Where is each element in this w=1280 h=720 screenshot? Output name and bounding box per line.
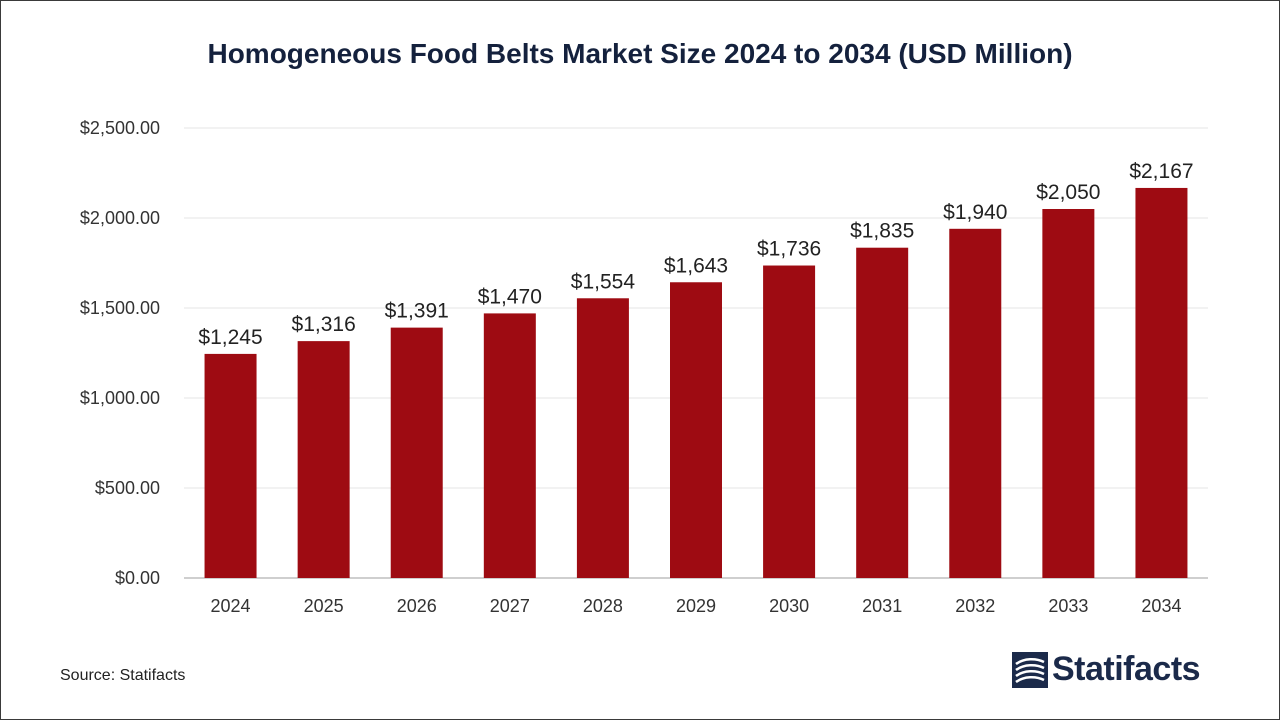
statifacts-logo-icon [1012,651,1048,688]
data-label: $1,316 [292,313,356,336]
source-note: Source: Statifacts [60,667,186,684]
x-tick-label: 2027 [490,596,530,616]
data-label: $2,050 [1036,181,1100,204]
x-tick-label: 2033 [1048,596,1088,616]
bar [576,298,629,578]
logo-text: Statifacts [1052,650,1201,688]
x-tick-label: 2034 [1141,596,1181,616]
y-tick-label: $2,500.00 [80,118,160,138]
bar [483,313,536,578]
x-tick-label: 2024 [211,596,251,616]
bar [1135,187,1188,578]
bar [949,228,1002,579]
bar [390,327,443,578]
data-label: $1,736 [757,238,821,261]
bar [763,265,816,578]
y-tick-label: $1,000.00 [80,388,160,408]
x-tick-label: 2026 [397,596,437,616]
y-tick-label: $0.00 [115,568,160,588]
statifacts-logo: Statifacts [1012,650,1201,689]
data-label: $1,554 [571,270,636,293]
bar [1042,209,1095,578]
bar [670,282,722,578]
data-label: $1,391 [385,300,449,323]
x-tick-label: 2032 [955,596,995,616]
x-tick-label: 2030 [769,596,809,616]
data-label: $1,835 [850,220,914,243]
data-label: $2,167 [1129,160,1193,183]
y-tick-label: $500.00 [95,478,160,498]
data-label: $1,245 [198,326,262,349]
x-tick-label: 2031 [862,596,902,616]
data-label: $1,470 [478,285,542,308]
bar [297,341,350,578]
bar [204,353,257,578]
data-label: $1,643 [664,254,728,277]
data-label: $1,940 [943,201,1007,224]
y-tick-label: $2,000.00 [80,208,160,228]
x-tick-label: 2029 [676,596,716,616]
chart-title: Homogeneous Food Belts Market Size 2024 … [207,38,1073,69]
x-tick-label: 2028 [583,596,623,616]
bar [856,247,909,578]
x-tick-label: 2025 [304,596,344,616]
y-tick-label: $1,500.00 [80,298,160,318]
